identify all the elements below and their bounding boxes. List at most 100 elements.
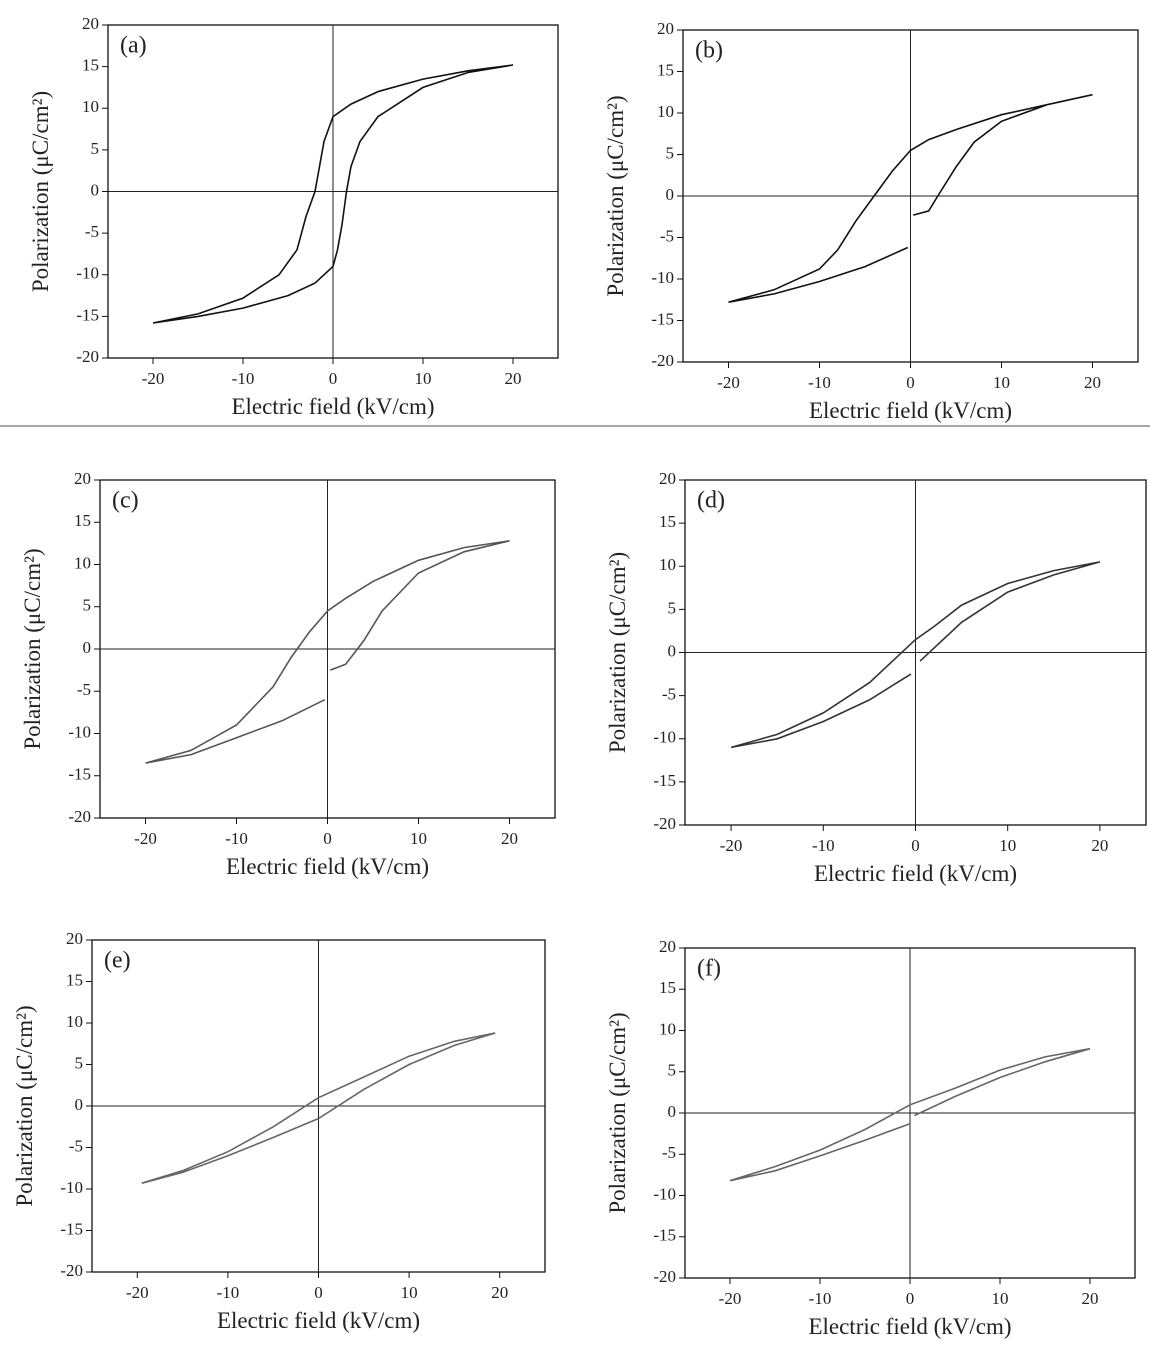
panel-label: (d) (697, 488, 725, 514)
panel-label: (b) (695, 38, 723, 64)
y-axis-label: Polarization (μC/cm²) (603, 95, 628, 296)
y-tick-label: 5 (668, 1061, 677, 1080)
y-tick-label: -15 (60, 1219, 83, 1238)
y-tick-label: 0 (666, 185, 675, 204)
chart-panel: -20 -10 0 10 20 -20 -15 -10 -5 0 5 10 15 20 (f) Electri… (605, 937, 1136, 1339)
y-tick-label: 0 (91, 180, 100, 199)
y-axis-label: Polarization (μC/cm²) (20, 548, 45, 749)
y-axis-label: Polarization (μC/cm²) (605, 552, 630, 753)
panel-label: (a) (120, 33, 147, 59)
y-tick-label: -20 (653, 814, 676, 833)
y-tick-label: -10 (60, 1178, 83, 1197)
loop-line (728, 93, 1093, 303)
x-tick-label: 10 (401, 1283, 418, 1302)
loop-line (729, 1047, 1091, 1182)
x-tick-label: 20 (1084, 373, 1101, 392)
y-tick-label: 20 (659, 937, 676, 956)
chart-panel: -20 -10 0 10 20 -20 -15 -10 -5 0 5 10 15 20 (c) Electri… (20, 469, 556, 879)
x-tick-label: -20 (717, 373, 740, 392)
y-tick-label: -15 (76, 305, 99, 324)
y-tick-label: -5 (660, 226, 674, 245)
y-tick-label: 15 (659, 512, 676, 531)
x-tick-label: 10 (415, 369, 432, 388)
y-tick-label: 20 (82, 14, 99, 33)
x-tick-label: -10 (225, 829, 248, 848)
x-tick-label: -20 (720, 836, 743, 855)
y-tick-label: 15 (659, 978, 676, 997)
y-tick-label: -10 (651, 268, 674, 287)
y-tick-label: 20 (74, 469, 91, 488)
chart-panel: -20 -10 0 10 20 -20 -15 -10 -5 0 5 10 15 20 (d) Electri… (605, 469, 1147, 886)
y-tick-label: 5 (75, 1053, 84, 1072)
y-tick-label: 15 (66, 970, 83, 989)
y-tick-label: 20 (657, 19, 674, 38)
y-tick-label: 5 (666, 143, 675, 162)
y-tick-label: -15 (651, 309, 674, 328)
chart-panel: -20 -10 0 10 20 -20 -15 -10 -5 0 5 10 15 20 (b) Electri… (603, 19, 1139, 423)
y-tick-label: -10 (653, 1184, 676, 1203)
y-tick-label: 10 (657, 102, 674, 121)
x-tick-label: 0 (906, 1289, 915, 1308)
x-tick-label: -10 (808, 373, 831, 392)
x-axis-label: Electric field (kV/cm) (226, 854, 429, 879)
y-tick-label: -5 (85, 222, 99, 241)
loop-line (152, 64, 514, 324)
y-tick-label: -10 (653, 728, 676, 747)
x-axis-label: Electric field (kV/cm) (808, 1314, 1011, 1339)
x-tick-label: -10 (232, 369, 255, 388)
x-tick-label: 10 (993, 373, 1010, 392)
y-axis-label: Polarization (μC/cm²) (28, 91, 53, 292)
y-tick-label: -10 (76, 264, 99, 283)
y-axis-label: Polarization (μC/cm²) (12, 1005, 37, 1206)
x-tick-label: 20 (501, 829, 518, 848)
y-tick-label: 0 (668, 1102, 677, 1121)
y-tick-label: 20 (66, 929, 83, 948)
x-tick-label: 10 (410, 829, 427, 848)
panel-label: (e) (104, 948, 131, 974)
x-tick-label: 0 (314, 1283, 323, 1302)
x-tick-label: 20 (1082, 1289, 1099, 1308)
y-tick-label: -20 (653, 1267, 676, 1286)
y-tick-label: 10 (74, 553, 91, 572)
x-axis-label: Electric field (kV/cm) (809, 398, 1012, 423)
y-tick-label: -10 (68, 722, 91, 741)
x-axis-label: Electric field (kV/cm) (231, 394, 434, 419)
x-tick-label: -20 (142, 369, 165, 388)
y-tick-label: 5 (83, 596, 92, 615)
x-tick-label: -20 (134, 829, 157, 848)
x-tick-label: 10 (992, 1289, 1009, 1308)
y-tick-label: -20 (68, 807, 91, 826)
y-tick-label: 10 (66, 1012, 83, 1031)
x-tick-label: -10 (812, 836, 835, 855)
x-tick-label: 20 (1091, 836, 1108, 855)
x-tick-label: -20 (719, 1289, 742, 1308)
y-tick-label: 0 (83, 638, 92, 657)
x-tick-label: -20 (126, 1283, 149, 1302)
x-tick-label: 0 (906, 373, 915, 392)
y-axis-label: Polarization (μC/cm²) (605, 1012, 630, 1213)
y-tick-label: -5 (662, 685, 676, 704)
panel-label: (f) (697, 956, 721, 982)
loop-line (145, 540, 510, 764)
y-tick-label: 15 (74, 511, 91, 530)
x-tick-label: 0 (329, 369, 338, 388)
y-tick-label: -20 (76, 347, 99, 366)
chart-panel: -20 -10 0 10 20 -20 -15 -10 -5 0 5 10 15 20 (a) Electri… (28, 14, 559, 419)
x-tick-label: -10 (809, 1289, 832, 1308)
x-tick-label: -10 (217, 1283, 240, 1302)
y-tick-label: -15 (653, 771, 676, 790)
y-tick-label: -20 (651, 351, 674, 370)
x-tick-label: 0 (911, 836, 920, 855)
x-tick-label: 20 (491, 1283, 508, 1302)
x-tick-label: 20 (505, 369, 522, 388)
x-axis-label: Electric field (kV/cm) (217, 1308, 420, 1333)
y-tick-label: 0 (75, 1095, 84, 1114)
y-tick-label: -5 (77, 680, 91, 699)
loop-line (730, 561, 1101, 749)
y-tick-label: -5 (662, 1143, 676, 1162)
y-tick-label: -15 (68, 765, 91, 784)
y-tick-label: -20 (60, 1261, 83, 1280)
y-tick-label: -15 (653, 1226, 676, 1245)
loop-line (141, 1032, 496, 1184)
